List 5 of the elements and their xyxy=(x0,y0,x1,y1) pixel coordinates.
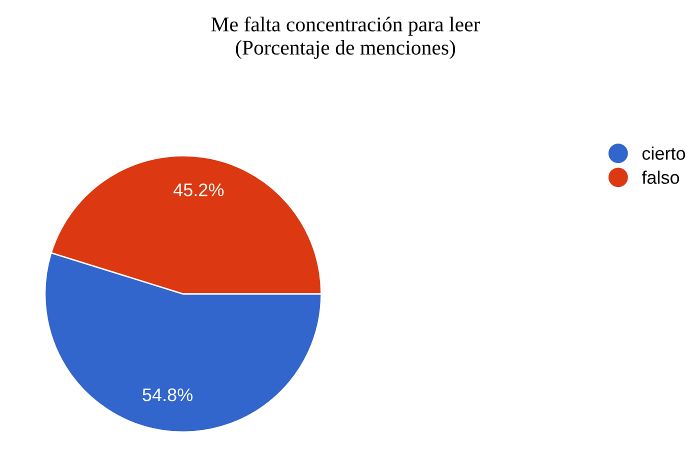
legend-label: cierto xyxy=(642,146,686,160)
data-label: 45.2% xyxy=(174,183,224,196)
legend-label: falso xyxy=(642,170,680,184)
data-label: 54.8% xyxy=(142,388,192,402)
chart-title: Me falta concentración para leer (Porcentaje de menciones) xyxy=(211,16,480,59)
